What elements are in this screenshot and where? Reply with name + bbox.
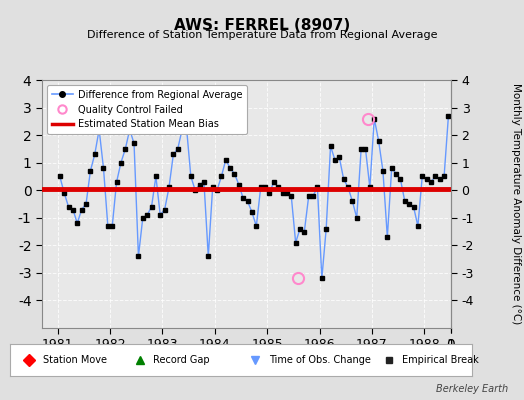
Text: Station Move: Station Move — [43, 355, 107, 365]
Legend: Difference from Regional Average, Quality Control Failed, Estimated Station Mean: Difference from Regional Average, Qualit… — [47, 85, 247, 134]
Text: Difference of Station Temperature Data from Regional Average: Difference of Station Temperature Data f… — [87, 30, 437, 40]
Text: Berkeley Earth: Berkeley Earth — [436, 384, 508, 394]
Text: Record Gap: Record Gap — [154, 355, 210, 365]
Text: Monthly Temperature Anomaly Difference (°C): Monthly Temperature Anomaly Difference (… — [511, 83, 521, 325]
Text: AWS: FERREL (8907): AWS: FERREL (8907) — [174, 18, 350, 33]
Text: Empirical Break: Empirical Break — [402, 355, 479, 365]
Text: Time of Obs. Change: Time of Obs. Change — [269, 355, 370, 365]
